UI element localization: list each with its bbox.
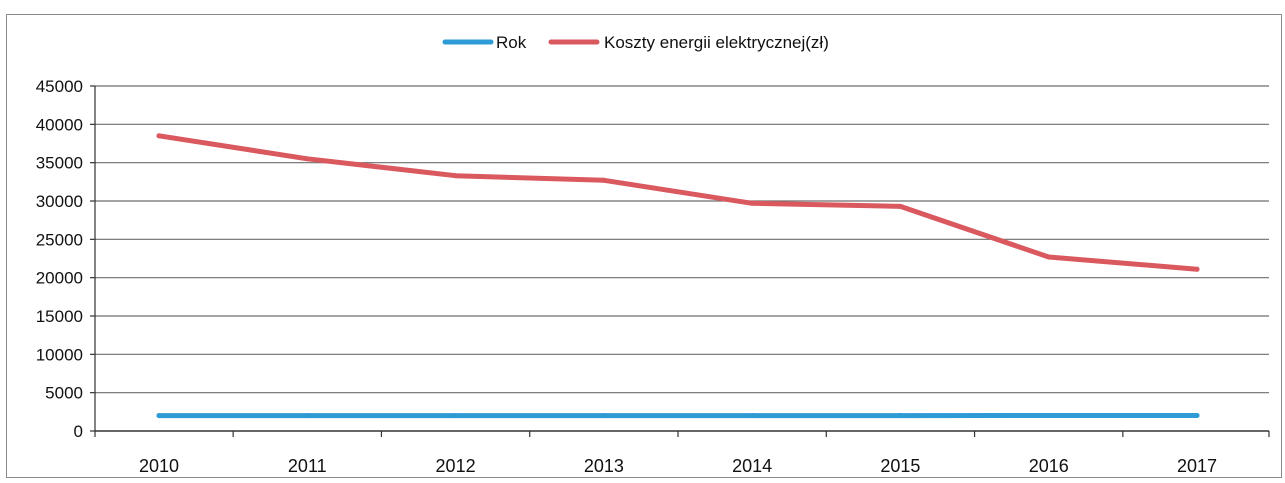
y-tick-label: 45000 xyxy=(36,77,83,96)
legend-label-2: Koszty energii elektrycznej(zł) xyxy=(604,33,829,52)
x-tick-label: 2011 xyxy=(288,456,327,476)
data-point xyxy=(1046,413,1052,419)
y-tick-label: 10000 xyxy=(36,345,83,364)
y-tick-label: 20000 xyxy=(36,269,83,288)
x-tick-label: 2013 xyxy=(584,456,624,476)
data-point xyxy=(453,413,459,419)
y-tick-label: 30000 xyxy=(36,192,83,211)
y-tick-label: 15000 xyxy=(36,307,83,326)
x-tick-label: 2016 xyxy=(1029,456,1069,476)
top-strip xyxy=(0,0,1285,14)
data-point xyxy=(304,413,310,419)
y-tick-label: 35000 xyxy=(36,154,83,173)
data-point xyxy=(156,413,162,419)
data-point xyxy=(1046,254,1052,260)
y-tick-label: 25000 xyxy=(36,230,83,249)
x-tick-label: 2012 xyxy=(436,456,476,476)
grid-lines xyxy=(95,85,1269,394)
x-tick-label: 2010 xyxy=(139,456,179,476)
data-point xyxy=(601,177,607,183)
y-tick-label: 0 xyxy=(74,422,83,441)
legend-label-1: Rok xyxy=(496,33,527,52)
series-lines xyxy=(156,133,1200,419)
data-point xyxy=(156,133,162,139)
data-point xyxy=(897,203,903,209)
data-point xyxy=(897,413,903,419)
chart-frame: 0 5000 10000 15000 20000 25000 30000 35000 40000… xyxy=(6,14,1282,478)
y-axis-tick-labels: 0 5000 10000 15000 20000 25000 30000 35000 40000… xyxy=(36,77,83,441)
series-line-2 xyxy=(156,133,1200,272)
line-chart: 0 5000 10000 15000 20000 25000 30000 35000 40000… xyxy=(36,33,1270,476)
bottom-strip xyxy=(0,478,1285,483)
x-tick-label: 2017 xyxy=(1177,456,1217,476)
x-tick-label: 2015 xyxy=(880,456,920,476)
data-point xyxy=(453,173,459,179)
x-axis-tick-labels: 2010 2011 2012 2013 2014 2015 2016 2017 xyxy=(139,456,1217,476)
data-point xyxy=(1194,266,1200,272)
data-point xyxy=(601,413,607,419)
data-point xyxy=(749,200,755,206)
data-point xyxy=(749,413,755,419)
y-tick-label: 40000 xyxy=(36,115,83,134)
legend: Rok Koszty energii elektrycznej(zł) xyxy=(442,33,829,52)
data-point xyxy=(304,156,310,162)
y-tick-label: 5000 xyxy=(45,384,83,403)
x-tick-label: 2014 xyxy=(732,456,772,476)
data-point xyxy=(1194,413,1200,419)
axes xyxy=(90,85,1270,437)
